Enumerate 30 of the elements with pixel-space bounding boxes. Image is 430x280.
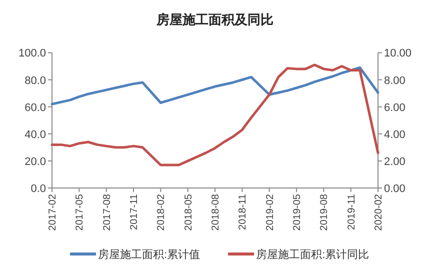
x-tick-label: 2017-11	[129, 194, 140, 230]
x-tick-label: 2020-02	[374, 194, 384, 231]
x-tick-label: 2018-11	[238, 194, 249, 230]
x-tick-label: 2018-02	[156, 194, 168, 231]
line-series	[50, 66, 380, 106]
y-tick-label: 80.0	[24, 74, 46, 87]
line-series	[50, 64, 380, 166]
y-tick-label: 20.0	[24, 156, 46, 168]
y-tick-label: 40.0	[24, 128, 46, 141]
y-tick-label: 0.0	[30, 183, 46, 195]
legend-label: 房屋施工面积:累计同比	[256, 248, 370, 261]
x-tick-label: 2018-05	[183, 194, 194, 231]
legend-label: 房屋施工面积:累计值	[98, 248, 200, 261]
x-tick-label: 2019-08	[319, 194, 330, 231]
x-tick-label: 2019-05	[292, 194, 303, 231]
x-tick-label: 2018-08	[210, 194, 222, 231]
y2-tick-label: 8.00	[384, 74, 406, 87]
x-tick-label: 2017-02	[48, 194, 58, 231]
x-tick-label: 2019-02	[264, 194, 276, 231]
y-tick-label: 60.0	[24, 102, 46, 114]
y2-tick-label: 4.00	[384, 128, 406, 141]
x-tick-label: 2019-11	[346, 194, 358, 230]
y2-tick-label: 10.00	[384, 48, 412, 60]
x-tick-label: 2017-05	[74, 194, 86, 231]
y-tick-label: 100.0	[18, 48, 46, 60]
y2-tick-label: 6.00	[384, 102, 406, 114]
y2-tick-label: 0.00	[384, 183, 406, 195]
x-tick-label: 2017-08	[102, 194, 113, 231]
y2-tick-label: 2.00	[384, 156, 406, 168]
chart-title: 房屋施工面积及同比	[156, 12, 274, 27]
